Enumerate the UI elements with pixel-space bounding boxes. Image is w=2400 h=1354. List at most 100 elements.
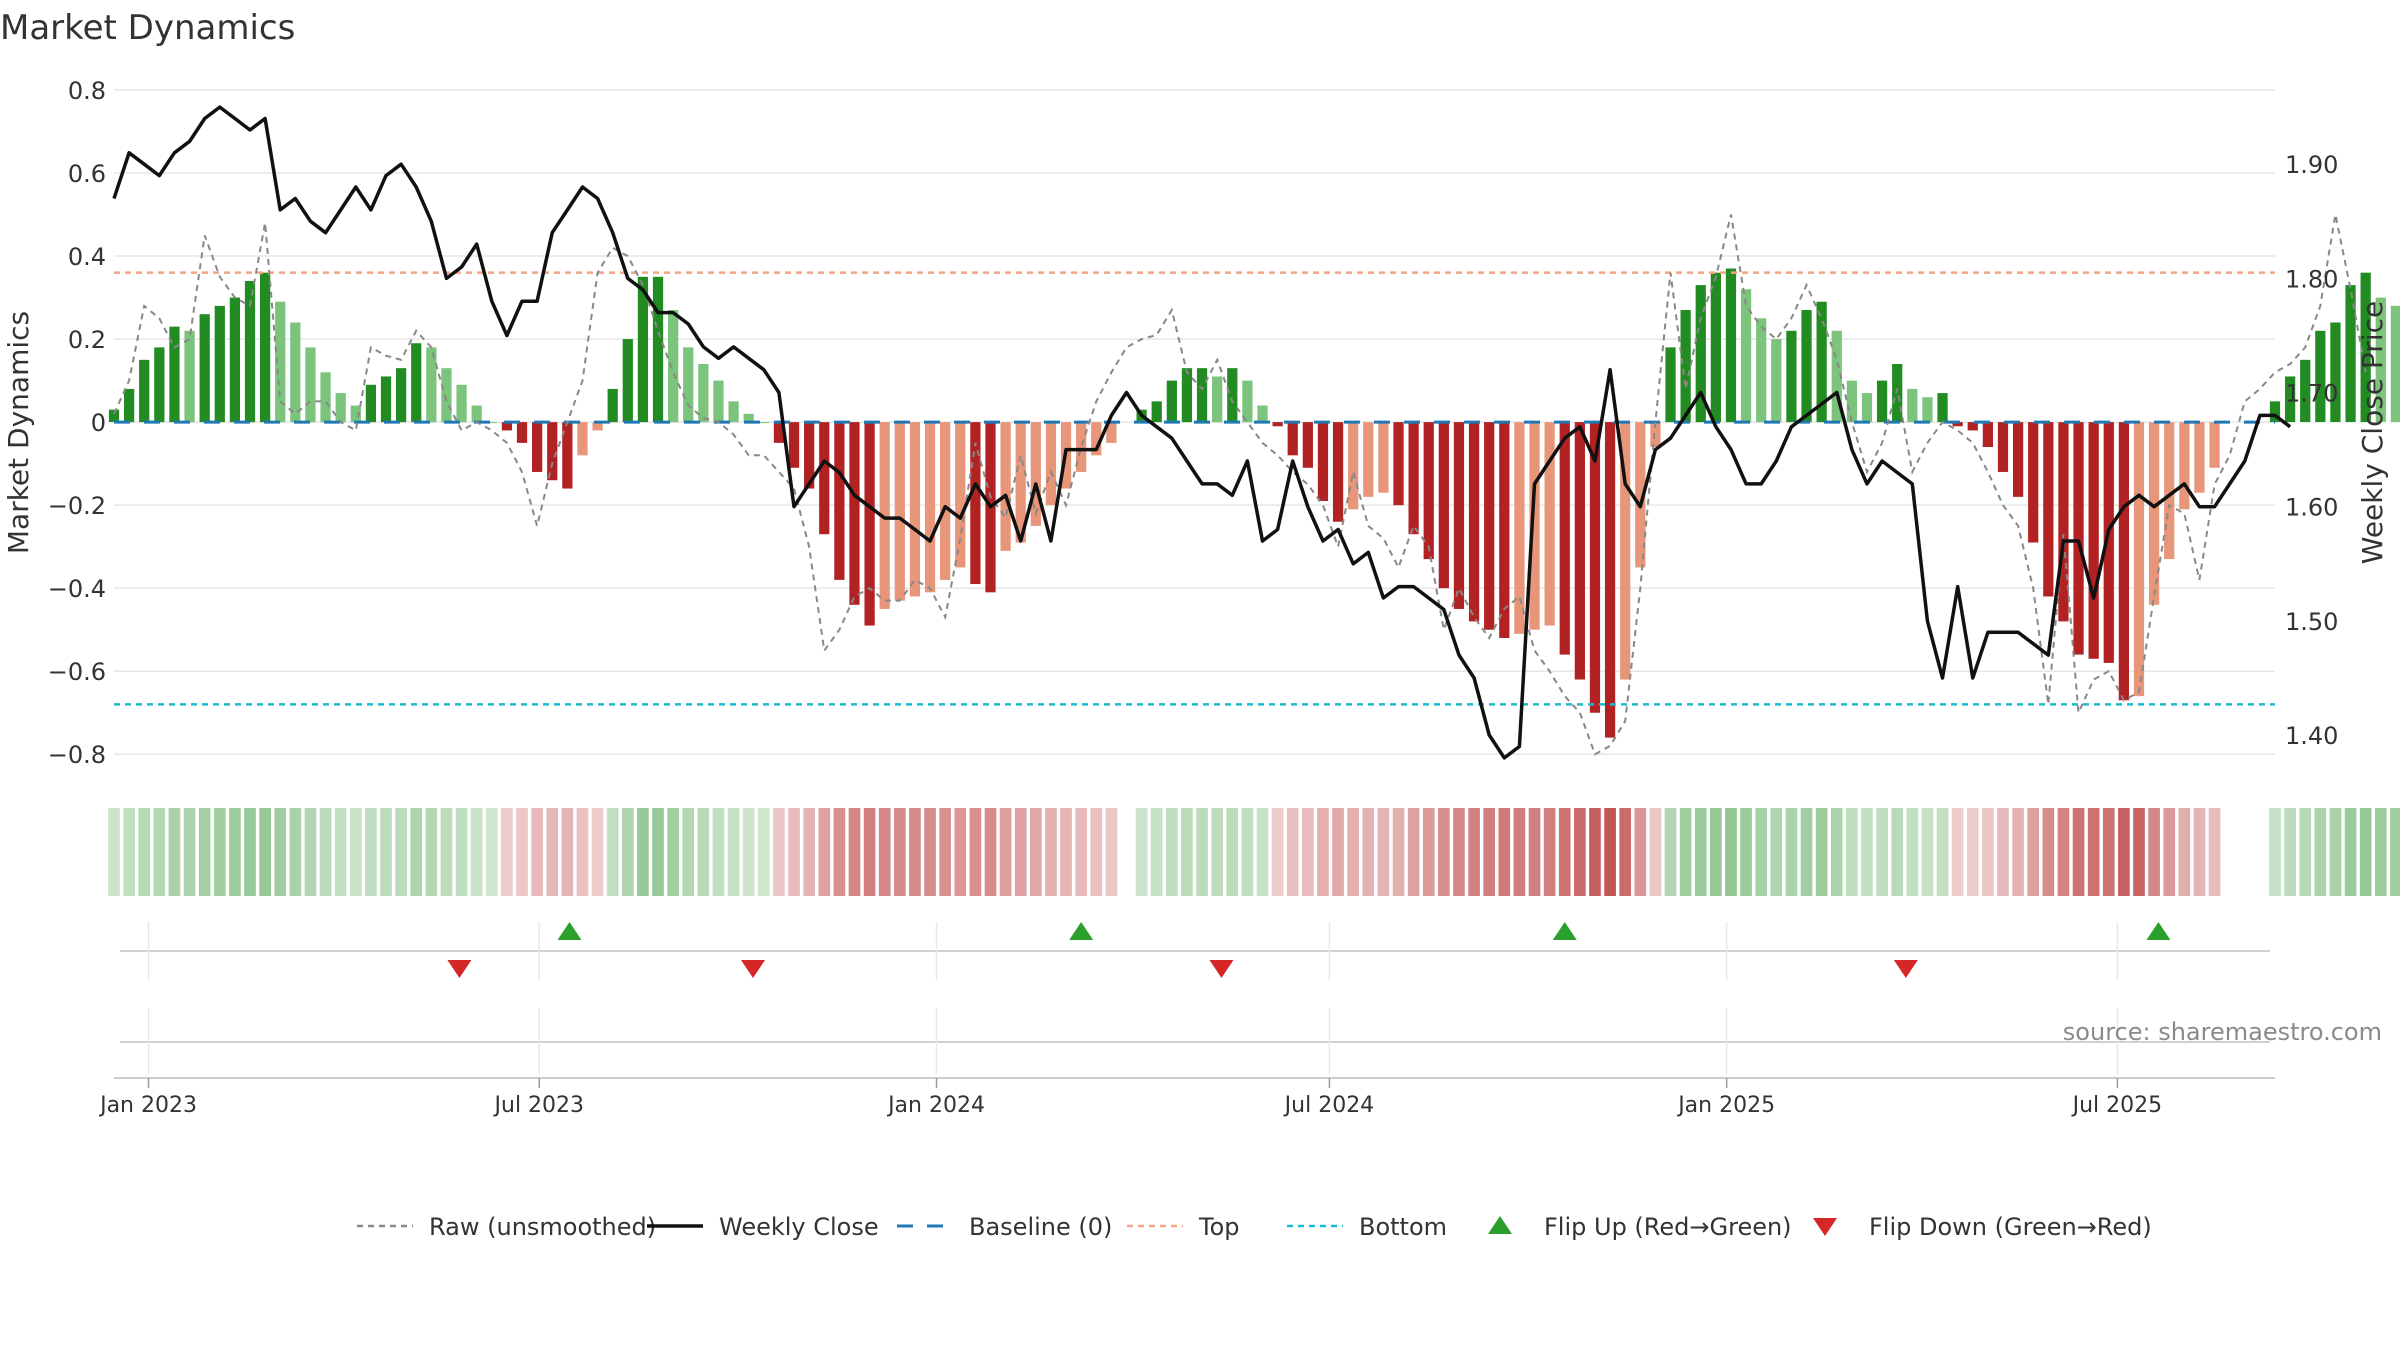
md-bar — [1423, 422, 1434, 560]
heat-strip-cell — [893, 808, 906, 896]
md-bar — [350, 405, 361, 423]
heat-strip-cell — [1090, 808, 1103, 896]
legend-flip-down-swatch — [1813, 1218, 1837, 1236]
y-tick-label: −0.8 — [48, 741, 106, 769]
x-tick-label: Jan 2024 — [886, 1093, 985, 1118]
md-bar — [1363, 422, 1374, 497]
y2-tick-label: 1.90 — [2285, 151, 2338, 179]
md-bar — [335, 393, 346, 423]
md-bar — [1740, 289, 1752, 423]
md-bar — [1242, 380, 1253, 423]
heat-strip-cell — [2390, 808, 2400, 896]
md-bar — [1332, 422, 1344, 522]
heat-strip-cell — [1936, 808, 1949, 896]
y-tick-label: 0.8 — [68, 77, 106, 105]
md-bar — [1997, 422, 2009, 472]
md-bar — [1227, 368, 1238, 423]
md-bar — [924, 422, 936, 593]
heat-strip-cell — [697, 808, 710, 896]
heat-strip-cell — [2178, 808, 2191, 896]
heat-strip-cell — [652, 808, 664, 896]
heat-strip-cell — [1543, 808, 1556, 896]
md-bar — [1468, 422, 1480, 622]
y2-tick-label: 1.80 — [2285, 265, 2338, 293]
md-bar — [2088, 422, 2099, 659]
heat-strip-cell — [2208, 808, 2221, 896]
md-bar — [1076, 422, 1087, 472]
heat-strip-cell — [425, 808, 438, 896]
raw-series-line — [113, 214, 2367, 756]
md-bar — [1861, 393, 1873, 423]
heat-strip-cell — [833, 808, 846, 896]
md-bar — [2012, 422, 2024, 497]
md-bar — [2058, 422, 2069, 622]
heat-strip-cell — [818, 808, 831, 896]
heat-strip-cell — [440, 808, 453, 896]
heat-strip-cell — [319, 808, 332, 896]
heat-strip-cell — [1574, 808, 1586, 896]
md-bar — [1030, 422, 1041, 526]
md-bar — [894, 422, 905, 601]
heat-strip-cell — [349, 808, 362, 896]
heat-strip-cell — [1604, 808, 1616, 896]
flip-up-marker — [557, 922, 582, 940]
x-tick-label: Jan 2025 — [1676, 1093, 1775, 1118]
heat-strip-cell — [2269, 808, 2281, 896]
md-bar — [1015, 422, 1026, 543]
heat-strip-cell — [1846, 808, 1858, 896]
heat-strip-cell — [561, 808, 574, 896]
flip-up-marker — [2146, 922, 2171, 940]
x-tick-label: Jul 2025 — [2071, 1093, 2163, 1118]
md-bar — [1045, 422, 1057, 506]
md-bar — [1348, 422, 1359, 510]
heat-strip-cell — [1150, 808, 1163, 896]
heat-strip-cell — [682, 808, 695, 896]
md-bar — [1604, 422, 1616, 738]
heat-strip-cell — [2102, 808, 2115, 896]
heat-strip-cell — [863, 808, 876, 896]
heat-strip-cell — [1770, 808, 1783, 896]
heat-strip-cell — [546, 808, 559, 896]
md-bar — [2300, 359, 2311, 423]
md-bar — [834, 422, 845, 580]
heat-strip-cell — [969, 808, 982, 896]
heat-strip-cell — [878, 808, 891, 896]
md-bar — [1786, 330, 1797, 423]
md-bar — [486, 422, 497, 424]
heat-strip-cell — [501, 808, 513, 896]
md-bar — [516, 422, 528, 443]
md-bar — [819, 422, 830, 535]
legend-label: Raw (unsmoothed) — [429, 1213, 656, 1241]
heat-strip-cell — [304, 808, 317, 896]
heat-strip-cell — [183, 808, 196, 896]
heat-strip-cell — [1997, 808, 2009, 896]
md-bar — [577, 422, 588, 456]
heat-strip-cell — [1045, 808, 1057, 896]
heat-strip-cell — [924, 808, 936, 896]
heat-strip-cell — [1558, 808, 1571, 896]
md-bar — [260, 272, 271, 423]
flip-up-marker — [1069, 922, 1094, 940]
md-bar — [1000, 422, 1011, 551]
md-bar — [2269, 401, 2281, 423]
md-bar — [1514, 422, 1525, 634]
md-bar — [698, 364, 709, 423]
heat-strip-cell — [2193, 808, 2206, 896]
source-label: source: sharemaestro.com — [2063, 1018, 2382, 1046]
md-bar — [456, 384, 467, 423]
md-bar — [1907, 388, 1918, 423]
heat-strip-cell — [1075, 808, 1087, 896]
heat-strip-cell — [1589, 808, 1601, 896]
md-bar — [1680, 310, 1691, 423]
md-bar — [2133, 422, 2145, 697]
md-bar — [1650, 422, 1661, 448]
md-bar — [290, 322, 301, 423]
weekly-close-line — [112, 105, 2292, 760]
heat-strip-cell — [1377, 808, 1390, 896]
md-bar — [305, 347, 316, 423]
heat-strip-cell — [455, 808, 468, 896]
heat-strip-cell — [410, 808, 423, 896]
heat-strip-cell — [531, 808, 543, 896]
md-bar — [2043, 422, 2054, 597]
